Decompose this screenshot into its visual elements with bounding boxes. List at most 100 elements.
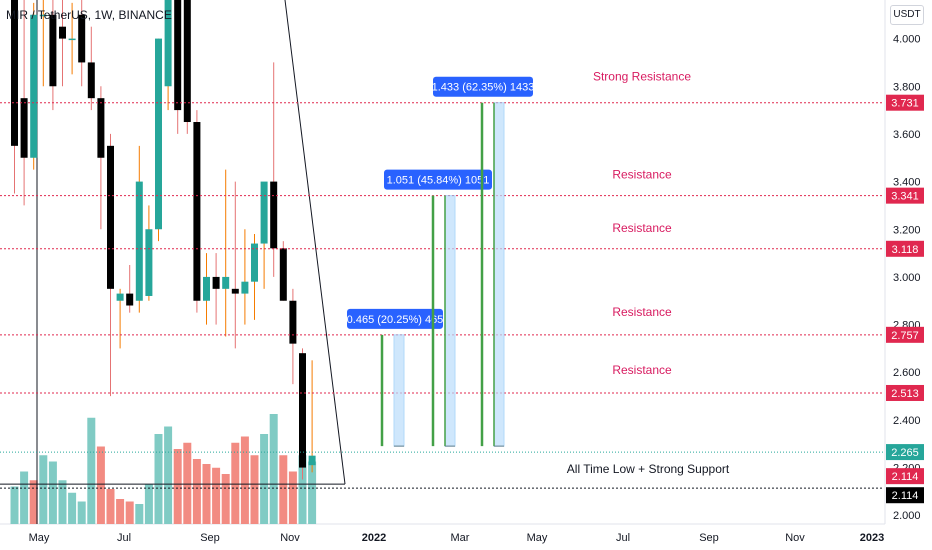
candle-body — [222, 276, 230, 289]
candle-body — [299, 353, 306, 468]
candles-group — [11, 0, 316, 480]
level-price-tag: 3.731 — [891, 98, 919, 110]
volume-bar — [183, 442, 192, 524]
measurement-label: 1.051 (45.84%) 1051 — [387, 175, 490, 187]
volume-bar — [58, 480, 67, 524]
price-tick-label: 2.600 — [893, 367, 921, 379]
measurement-label-box[interactable] — [384, 169, 492, 190]
volume-bar — [20, 471, 29, 524]
current-price-tag-bg — [886, 444, 924, 461]
measurement-label: 1.433 (62.35%) 1433 — [432, 82, 535, 94]
price-tick-label: 2.000 — [893, 510, 921, 522]
time-tick-label: Sep — [699, 532, 719, 544]
volume-bar — [221, 474, 230, 524]
candle-body — [39, 14, 47, 17]
time-tick-label: 2023 — [860, 532, 884, 544]
measurement-label-box[interactable] — [347, 308, 443, 329]
volume-bar — [87, 417, 96, 524]
candle-body — [251, 243, 258, 282]
currency-badge[interactable]: USDT — [890, 5, 924, 25]
volume-bar — [10, 486, 19, 524]
volume-bar — [125, 501, 134, 524]
level-price-tag-bg — [886, 94, 924, 111]
level-price-tag: 2.513 — [891, 388, 919, 400]
volume-bar — [231, 442, 240, 524]
candle-body — [97, 98, 105, 158]
candle-body — [174, 0, 182, 111]
measurement-range — [393, 334, 405, 447]
level-annotation: Resistance — [612, 363, 672, 377]
price-tick-label: 4.000 — [893, 34, 921, 46]
support-price-tag: 2.114 — [892, 471, 919, 483]
level-annotation: Resistance — [612, 305, 672, 319]
candle-body — [126, 293, 134, 306]
level-price-tag-bg — [886, 187, 924, 204]
time-tick-label: 2022 — [362, 532, 386, 544]
volume-bar — [212, 467, 221, 524]
candle-body — [203, 276, 210, 301]
candle-body — [59, 26, 66, 39]
level-annotation: Resistance — [612, 221, 672, 235]
current-price-tag: 2.265 — [891, 447, 919, 459]
volume-bar — [298, 455, 307, 524]
candle-body — [279, 248, 287, 301]
candle-body — [107, 145, 114, 289]
price-tick-label: 3.000 — [893, 272, 921, 284]
measurement-label: 0.465 (20.25%) 465 — [347, 314, 444, 326]
time-tick-label: Sep — [200, 532, 220, 544]
measurement-range — [493, 102, 505, 447]
volume-bar — [154, 434, 163, 524]
price-tick-label: 3.400 — [893, 177, 921, 189]
volume-bar — [192, 459, 201, 524]
volume-bar — [164, 426, 173, 524]
support-annotation: All Time Low + Strong Support — [567, 462, 730, 476]
price-tick-label: 3.200 — [893, 224, 921, 236]
last-price-tag: 2.114 — [892, 490, 919, 502]
volume-bar — [96, 446, 105, 524]
candle-body — [231, 288, 239, 294]
volume-bar — [135, 504, 144, 524]
level-price-tag-bg — [886, 326, 924, 343]
candle-body — [260, 181, 268, 244]
time-tick-label: May — [527, 532, 548, 544]
candle-body — [11, 0, 18, 146]
volume-bar — [29, 480, 38, 524]
volume-bar — [77, 501, 86, 524]
candle-body — [164, 0, 172, 87]
last-price-tag-bg — [886, 487, 924, 504]
candle-body — [145, 229, 153, 296]
downtrend-line[interactable] — [284, 0, 346, 485]
candle-body — [308, 455, 316, 466]
time-tick-label: Mar — [451, 532, 470, 544]
measurement-label-box[interactable] — [433, 76, 533, 97]
time-tick-label: Nov — [785, 532, 805, 544]
volume-bar — [279, 455, 288, 524]
level-price-tag: 2.757 — [891, 330, 919, 342]
level-price-tag: 3.341 — [891, 191, 919, 203]
volume-bar — [250, 455, 259, 524]
candle-body — [49, 14, 57, 87]
candle-body — [193, 122, 201, 301]
volume-bar — [202, 464, 211, 524]
candle-body — [87, 62, 95, 99]
volume-bar — [288, 471, 297, 524]
candle-body — [270, 181, 278, 249]
level-annotation: Resistance — [612, 168, 672, 182]
level-price-tag-bg — [886, 384, 924, 401]
volume-bar — [240, 436, 249, 524]
price-tick-label: 2.400 — [893, 415, 921, 427]
candle-body — [212, 276, 220, 289]
candle-body — [155, 38, 162, 230]
volume-bar — [144, 484, 153, 524]
level-price-tag-bg — [886, 240, 924, 257]
price-tick-label: 3.800 — [893, 81, 921, 93]
candle-body — [241, 281, 249, 294]
volume-bar — [173, 449, 182, 524]
candle-body — [289, 300, 297, 344]
volume-bar — [116, 499, 125, 524]
volume-bar — [269, 414, 278, 524]
volume-bar — [260, 434, 269, 524]
candle-body — [20, 98, 28, 158]
candle-body — [135, 181, 143, 301]
